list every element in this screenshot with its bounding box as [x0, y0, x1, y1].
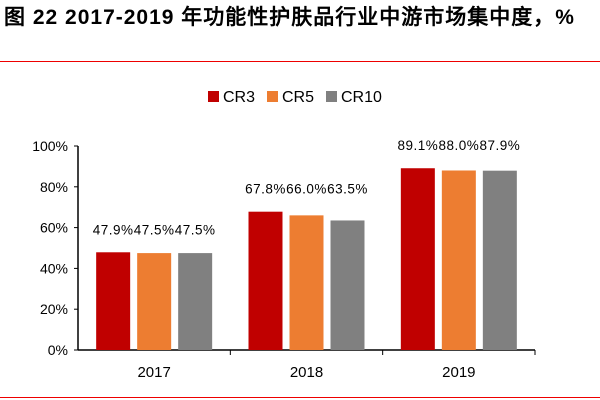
- bar-cr3-2018: [248, 211, 283, 350]
- data-label-cr10-2017: 47.5%: [175, 222, 216, 237]
- y-tick-label: 100%: [32, 138, 68, 154]
- legend-label-cr3: CR3: [223, 89, 255, 106]
- bottom-divider: [0, 397, 600, 398]
- legend-label-cr5: CR5: [282, 89, 314, 106]
- y-tick-label: 20%: [40, 301, 68, 317]
- data-label-cr5-2017: 47.5%: [134, 222, 175, 237]
- x-tick-label: 2019: [442, 364, 475, 381]
- bar-cr5-2018: [289, 215, 324, 350]
- data-label-cr5-2018: 66.0%: [286, 182, 327, 197]
- data-label-cr3-2018: 67.8%: [245, 182, 286, 197]
- data-label-cr10-2018: 63.5%: [327, 182, 368, 197]
- x-tick-label: 2018: [290, 364, 323, 381]
- bar-cr10-2018: [330, 220, 365, 350]
- y-tick-label: 60%: [40, 220, 68, 236]
- x-tick-label: 2017: [137, 364, 170, 381]
- bar-cr3-2019: [400, 168, 435, 350]
- data-label-cr3-2019: 89.1%: [397, 138, 438, 153]
- legend-label-cr10: CR10: [341, 89, 382, 106]
- legend-swatch-cr10: [326, 91, 337, 102]
- bar-cr5-2019: [441, 170, 476, 350]
- y-tick-label: 40%: [40, 260, 68, 276]
- data-label-cr10-2019: 87.9%: [479, 138, 520, 153]
- legend-swatch-cr5: [267, 91, 278, 102]
- y-tick-label: 0%: [48, 342, 68, 358]
- bar-cr3-2017: [96, 252, 131, 350]
- figure-title: 图 22 2017-2019 年功能性护肤品行业中游市场集中度，%: [4, 6, 575, 29]
- bar-cr5-2017: [137, 253, 172, 350]
- data-label-cr3-2017: 47.9%: [93, 222, 134, 237]
- bar-cr10-2017: [178, 253, 213, 350]
- legend-swatch-cr3: [208, 91, 219, 102]
- data-label-cr5-2019: 88.0%: [438, 138, 479, 153]
- title-divider: [0, 61, 600, 62]
- bar-cr10-2019: [482, 170, 517, 350]
- y-tick-label: 80%: [40, 179, 68, 195]
